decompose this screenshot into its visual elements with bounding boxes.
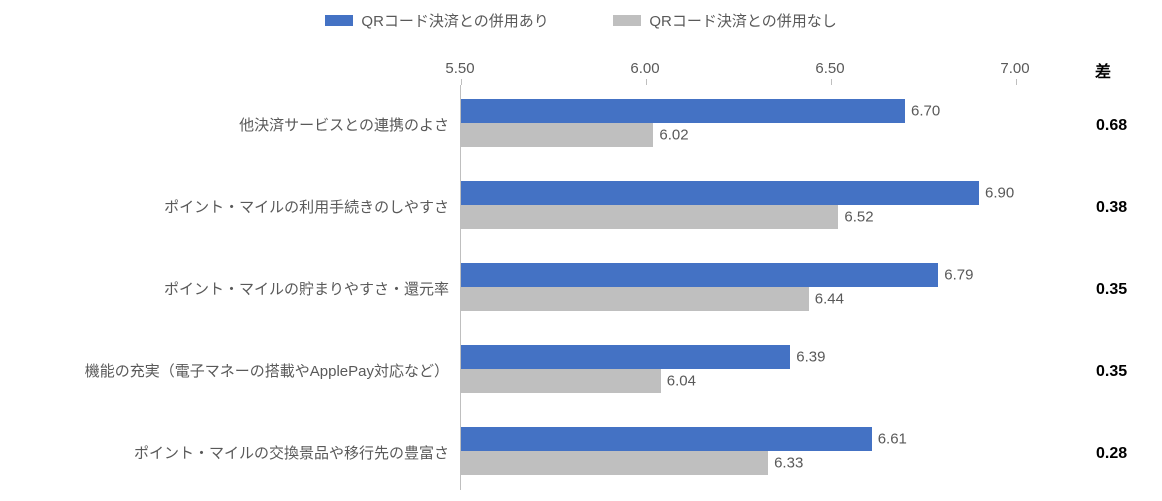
x-tick-label: 7.00 [1000, 60, 1029, 77]
bar-value-with-qr: 6.70 [905, 103, 940, 120]
category-label: ポイント・マイルの貯まりやすさ・還元率 [9, 280, 449, 300]
legend-swatch-without-qr [613, 15, 641, 26]
x-tick-label: 6.50 [815, 60, 844, 77]
legend-item-without-qr: QRコード決済との併用なし [613, 10, 837, 31]
category-label: ポイント・マイルの利用手続きのしやすさ [9, 198, 449, 218]
difference-value: 0.35 [1096, 281, 1127, 299]
bar-with-qr: 6.39 [461, 345, 790, 369]
bar-without-qr: 6.33 [461, 451, 768, 475]
x-tick-label: 6.00 [630, 60, 659, 77]
bar-without-qr: 6.02 [461, 123, 653, 147]
bar-value-without-qr: 6.44 [809, 291, 844, 308]
difference-value: 0.38 [1096, 199, 1127, 217]
difference-value: 0.68 [1096, 117, 1127, 135]
bar-with-qr: 6.70 [461, 99, 905, 123]
bar-value-with-qr: 6.90 [979, 185, 1014, 202]
legend: QRコード決済との併用あり QRコード決済との併用なし [0, 10, 1162, 31]
x-tick-mark [1016, 79, 1017, 85]
bar-value-with-qr: 6.79 [938, 267, 973, 284]
bar-with-qr: 6.90 [461, 181, 979, 205]
bar-group: ポイント・マイルの交換景品や移行先の豊富さ6.616.330.28 [461, 413, 1016, 495]
bar-value-without-qr: 6.02 [653, 127, 688, 144]
bar-with-qr: 6.61 [461, 427, 872, 451]
category-label: 機能の充実（電子マネーの搭載やApplePay対応など） [9, 362, 449, 382]
grouped-horizontal-bar-chart: QRコード決済との併用あり QRコード決済との併用なし 差 5.50 6.00 6.… [0, 0, 1162, 501]
legend-label-with-qr: QRコード決済との併用あり [361, 13, 548, 30]
difference-value: 0.35 [1096, 363, 1127, 381]
bar-group: ポイント・マイルの利用手続きのしやすさ6.906.520.38 [461, 167, 1016, 249]
legend-item-with-qr: QRコード決済との併用あり [325, 10, 549, 31]
difference-column-header: 差 [1095, 58, 1111, 82]
legend-swatch-with-qr [325, 15, 353, 26]
legend-label-without-qr: QRコード決済との併用なし [649, 13, 836, 30]
bar-value-without-qr: 6.52 [838, 209, 873, 226]
difference-value: 0.28 [1096, 445, 1127, 463]
bar-group: ポイント・マイルの貯まりやすさ・還元率6.796.440.35 [461, 249, 1016, 331]
x-tick-label: 5.50 [445, 60, 474, 77]
bar-without-qr: 6.44 [461, 287, 809, 311]
bar-value-with-qr: 6.61 [872, 431, 907, 448]
bar-without-qr: 6.52 [461, 205, 838, 229]
bar-value-without-qr: 6.33 [768, 455, 803, 472]
plot-area: 他決済サービスとの連携のよさ6.706.020.68ポイント・マイルの利用手続き… [460, 85, 1016, 490]
bar-value-without-qr: 6.04 [661, 373, 696, 390]
category-label: ポイント・マイルの交換景品や移行先の豊富さ [9, 444, 449, 464]
category-label: 他決済サービスとの連携のよさ [9, 116, 449, 136]
bar-without-qr: 6.04 [461, 369, 661, 393]
bar-with-qr: 6.79 [461, 263, 938, 287]
bar-value-with-qr: 6.39 [790, 349, 825, 366]
bar-group: 機能の充実（電子マネーの搭載やApplePay対応など）6.396.040.35 [461, 331, 1016, 413]
bar-group: 他決済サービスとの連携のよさ6.706.020.68 [461, 85, 1016, 167]
